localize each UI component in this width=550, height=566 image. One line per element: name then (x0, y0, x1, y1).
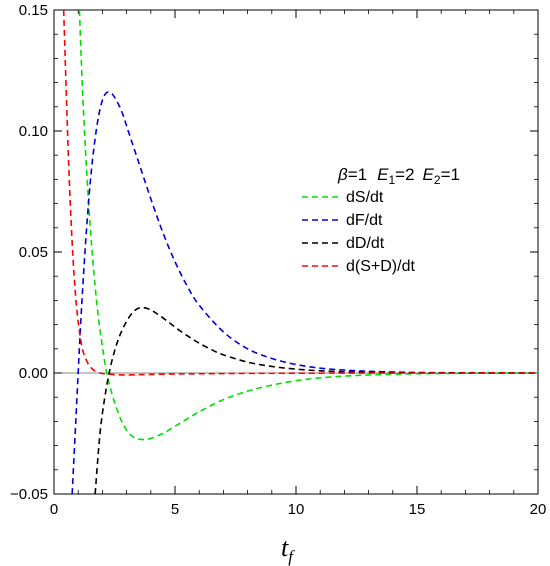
series-line-1 (71, 91, 538, 494)
y-tick-label: −0.05 (10, 486, 48, 503)
legend-label: dD/dt (346, 235, 385, 252)
plot-frame (53, 9, 539, 495)
y-tick-label: 0.15 (19, 2, 48, 19)
series-line-2 (94, 306, 538, 494)
x-tick-label: 15 (409, 501, 426, 518)
series-line-0 (78, 10, 538, 441)
x-axis-title: tf (281, 533, 295, 566)
y-tick-label: 0.00 (19, 365, 48, 382)
x-tick-label: 5 (171, 501, 179, 518)
legend-label: d(S+D)/dt (346, 258, 415, 275)
y-tick-label: 0.05 (19, 244, 48, 261)
y-tick-label: 0.10 (19, 123, 48, 140)
x-tick-label: 20 (530, 501, 547, 518)
x-tick-label: 0 (50, 501, 58, 518)
legend-label: dS/dt (346, 189, 384, 206)
legend-title: β=1 E1=2 E2=1 (337, 165, 460, 187)
x-tick-label: 10 (288, 501, 305, 518)
legend-label: dF/dt (346, 212, 383, 229)
legend: β=1 E1=2 E2=1 dS/dt dF/dt dD/dt d(S+D)/dt (302, 165, 460, 275)
series-line-3 (62, 10, 538, 376)
